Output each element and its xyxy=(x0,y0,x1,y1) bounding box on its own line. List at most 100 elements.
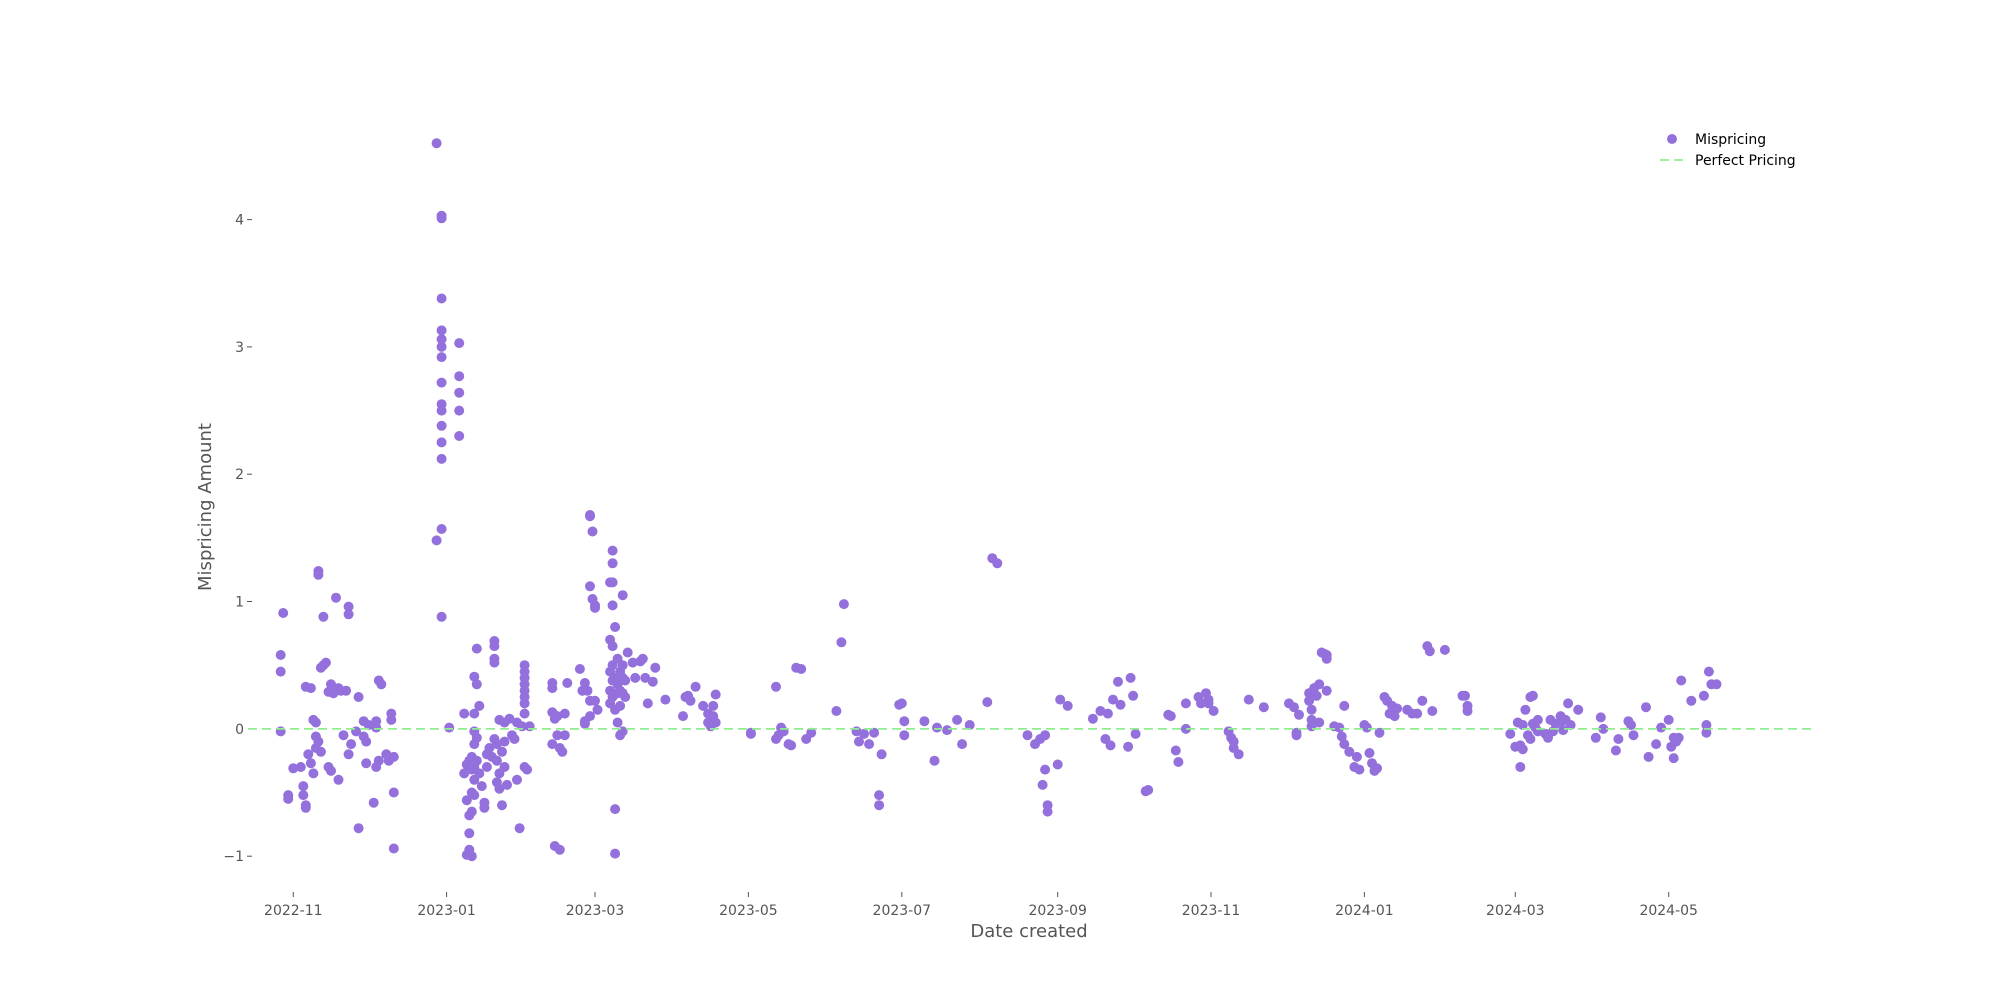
data-point xyxy=(491,755,502,766)
data-point xyxy=(957,739,968,750)
data-point xyxy=(869,727,880,738)
data-point xyxy=(444,722,455,733)
y-tick-label: 1 xyxy=(235,595,244,611)
data-point xyxy=(1563,698,1574,709)
data-point xyxy=(386,714,397,725)
data-point xyxy=(1626,720,1636,730)
data-point xyxy=(1062,700,1073,711)
data-point xyxy=(547,739,558,750)
data-point xyxy=(1113,676,1123,687)
data-point xyxy=(1143,785,1154,795)
data-point xyxy=(1361,722,1372,733)
data-point xyxy=(300,802,311,813)
legend-marker-mispricing xyxy=(1667,134,1677,144)
x-tick-label: 2023-05 xyxy=(719,903,778,919)
data-point xyxy=(494,783,505,794)
data-point xyxy=(919,716,930,727)
data-point xyxy=(436,334,447,345)
data-point xyxy=(376,679,387,690)
data-point xyxy=(436,341,447,352)
data-point xyxy=(504,713,515,724)
data-point xyxy=(585,711,595,722)
data-point xyxy=(298,781,309,792)
data-point xyxy=(1314,717,1325,728)
data-point xyxy=(1306,704,1317,715)
data-point xyxy=(864,739,875,750)
data-point xyxy=(876,749,887,760)
data-point xyxy=(771,681,781,692)
data-point xyxy=(471,643,482,654)
x-axis-title: Date created xyxy=(970,921,1087,942)
data-point xyxy=(627,657,638,668)
data-point xyxy=(630,672,641,683)
data-point xyxy=(343,609,354,620)
data-point xyxy=(640,672,651,683)
data-point xyxy=(466,851,477,862)
data-point xyxy=(1115,699,1126,710)
data-point xyxy=(1698,690,1709,701)
data-point xyxy=(642,698,653,709)
data-point xyxy=(585,510,595,520)
data-point xyxy=(471,732,482,743)
data-point xyxy=(361,758,372,769)
data-point xyxy=(1610,745,1621,756)
data-point xyxy=(1123,741,1134,752)
data-point xyxy=(489,657,500,668)
data-point xyxy=(559,730,570,741)
data-point xyxy=(796,664,807,674)
data-point xyxy=(1334,722,1345,733)
data-point xyxy=(859,728,869,739)
data-point xyxy=(1040,764,1051,775)
data-point xyxy=(838,599,849,610)
data-point xyxy=(745,728,756,739)
data-point xyxy=(1641,702,1651,713)
y-axis-title: Mispricing Amount xyxy=(195,423,216,591)
data-point xyxy=(1412,708,1423,719)
data-point xyxy=(436,405,447,416)
data-point xyxy=(326,765,336,776)
data-point xyxy=(368,797,379,808)
data-point xyxy=(590,695,600,706)
data-point xyxy=(1439,644,1450,655)
x-tick-label: 2022-11 xyxy=(264,903,323,919)
data-point xyxy=(436,453,447,464)
data-point xyxy=(519,708,530,719)
data-point xyxy=(484,743,495,753)
data-point xyxy=(454,405,465,416)
x-tick-label: 2023-07 xyxy=(873,903,932,919)
data-point xyxy=(610,622,621,632)
data-point xyxy=(942,725,952,736)
y-tick-label: 4 xyxy=(235,213,244,229)
data-point xyxy=(1532,714,1543,725)
data-point xyxy=(1711,679,1722,690)
data-point xyxy=(620,692,631,702)
data-point xyxy=(1374,727,1385,738)
data-point xyxy=(678,711,688,722)
data-point xyxy=(326,679,336,690)
data-point xyxy=(932,722,942,733)
data-point xyxy=(1517,744,1528,755)
data-point xyxy=(1558,725,1569,736)
data-point xyxy=(710,689,721,700)
data-point xyxy=(298,790,309,801)
data-point xyxy=(854,736,864,747)
data-point xyxy=(278,608,289,618)
data-point xyxy=(552,730,563,741)
data-point xyxy=(620,675,631,686)
data-point xyxy=(454,431,465,441)
data-point xyxy=(992,558,1003,569)
data-point xyxy=(710,717,721,728)
x-tick-label: 2024-05 xyxy=(1639,903,1698,919)
data-point xyxy=(1208,706,1219,716)
data-point xyxy=(612,717,623,728)
data-point xyxy=(295,762,306,772)
data-point xyxy=(1291,730,1302,741)
data-point xyxy=(1321,685,1332,696)
data-point xyxy=(1598,723,1609,734)
data-point xyxy=(436,352,447,363)
data-point xyxy=(637,653,648,664)
data-point xyxy=(371,722,382,733)
data-point xyxy=(1040,730,1051,741)
data-point xyxy=(592,704,603,715)
